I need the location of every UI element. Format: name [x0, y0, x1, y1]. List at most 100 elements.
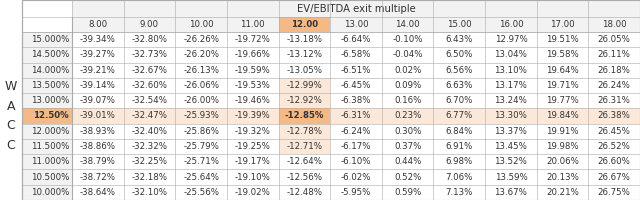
Text: -19.39%: -19.39% — [235, 112, 271, 120]
Bar — [175, 32, 227, 47]
Text: -26.00%: -26.00% — [183, 96, 219, 105]
Text: 15.00: 15.00 — [447, 20, 472, 29]
Bar — [227, 124, 278, 139]
Bar — [124, 124, 175, 139]
Bar — [588, 32, 640, 47]
Bar — [22, 93, 72, 108]
Text: -19.10%: -19.10% — [235, 173, 271, 182]
Bar — [278, 63, 330, 78]
Text: 11.00: 11.00 — [241, 20, 265, 29]
Text: -12.99%: -12.99% — [287, 81, 322, 90]
Text: 11.500%: 11.500% — [31, 142, 69, 151]
Text: -38.64%: -38.64% — [80, 188, 116, 197]
Text: 17.00: 17.00 — [550, 20, 575, 29]
Text: 26.11%: 26.11% — [598, 50, 630, 59]
Bar — [433, 108, 485, 124]
Text: 13.000%: 13.000% — [31, 96, 69, 105]
Bar — [22, 185, 72, 200]
Text: -0.10%: -0.10% — [392, 35, 423, 44]
Bar — [537, 108, 588, 124]
Bar — [22, 63, 72, 78]
Text: -12.92%: -12.92% — [287, 96, 323, 105]
Bar — [124, 108, 175, 124]
Text: 13.00: 13.00 — [344, 20, 368, 29]
Bar — [278, 32, 330, 47]
Text: -13.12%: -13.12% — [286, 50, 323, 59]
Bar — [22, 108, 72, 124]
Bar — [22, 32, 72, 200]
Bar — [72, 185, 124, 200]
Bar — [382, 124, 433, 139]
Bar — [72, 154, 124, 169]
Bar — [227, 169, 278, 185]
Text: 20.21%: 20.21% — [546, 188, 579, 197]
Text: -6.02%: -6.02% — [340, 173, 371, 182]
Text: -39.07%: -39.07% — [80, 96, 116, 105]
Bar — [433, 124, 485, 139]
Text: 13.500%: 13.500% — [31, 81, 69, 90]
Bar — [278, 93, 330, 108]
Bar — [124, 32, 175, 47]
Bar — [537, 169, 588, 185]
Text: 6.77%: 6.77% — [445, 112, 473, 120]
Bar — [433, 139, 485, 154]
Bar — [537, 47, 588, 63]
Bar — [537, 63, 588, 78]
Text: 18.00: 18.00 — [602, 20, 627, 29]
Bar — [227, 78, 278, 93]
Bar — [227, 108, 278, 124]
Text: -32.10%: -32.10% — [131, 188, 168, 197]
Text: -39.01%: -39.01% — [80, 112, 116, 120]
Text: -32.73%: -32.73% — [131, 50, 168, 59]
Bar — [278, 139, 330, 154]
Bar — [278, 169, 330, 185]
Text: 26.18%: 26.18% — [598, 66, 630, 75]
Bar — [278, 47, 330, 63]
Bar — [22, 78, 72, 93]
Text: 6.91%: 6.91% — [445, 142, 473, 151]
Bar — [382, 32, 433, 47]
Text: 0.16%: 0.16% — [394, 96, 421, 105]
Bar — [227, 185, 278, 200]
Bar — [330, 93, 382, 108]
Text: -12.48%: -12.48% — [286, 188, 323, 197]
Text: -6.10%: -6.10% — [340, 157, 371, 166]
Bar — [588, 108, 640, 124]
Bar — [72, 139, 124, 154]
Text: -12.85%: -12.85% — [285, 112, 324, 120]
Bar — [382, 139, 433, 154]
Bar — [537, 154, 588, 169]
Bar — [227, 47, 278, 63]
Bar — [227, 63, 278, 78]
Text: 12.50%: 12.50% — [33, 112, 69, 120]
Bar — [0, 0, 72, 17]
Text: -5.95%: -5.95% — [341, 188, 371, 197]
Text: -12.78%: -12.78% — [286, 127, 323, 136]
Bar — [485, 185, 537, 200]
Text: -38.86%: -38.86% — [80, 142, 116, 151]
Text: 0.30%: 0.30% — [394, 127, 421, 136]
Text: 13.52%: 13.52% — [495, 157, 527, 166]
Bar — [330, 47, 382, 63]
Bar — [588, 185, 640, 200]
Text: 26.24%: 26.24% — [598, 81, 630, 90]
Bar — [175, 78, 227, 93]
Bar — [485, 93, 537, 108]
Text: -32.40%: -32.40% — [131, 127, 168, 136]
Bar — [22, 139, 72, 154]
Text: 19.84%: 19.84% — [546, 112, 579, 120]
Bar — [175, 139, 227, 154]
Text: 6.70%: 6.70% — [445, 96, 473, 105]
Bar — [227, 139, 278, 154]
Bar — [537, 78, 588, 93]
Bar — [22, 32, 72, 47]
Bar — [588, 169, 640, 185]
Text: -26.26%: -26.26% — [183, 35, 219, 44]
Bar — [433, 47, 485, 63]
Text: -38.93%: -38.93% — [80, 127, 116, 136]
Bar — [485, 124, 537, 139]
Bar — [227, 154, 278, 169]
Text: 6.43%: 6.43% — [445, 35, 473, 44]
Bar — [124, 63, 175, 78]
Bar — [124, 47, 175, 63]
